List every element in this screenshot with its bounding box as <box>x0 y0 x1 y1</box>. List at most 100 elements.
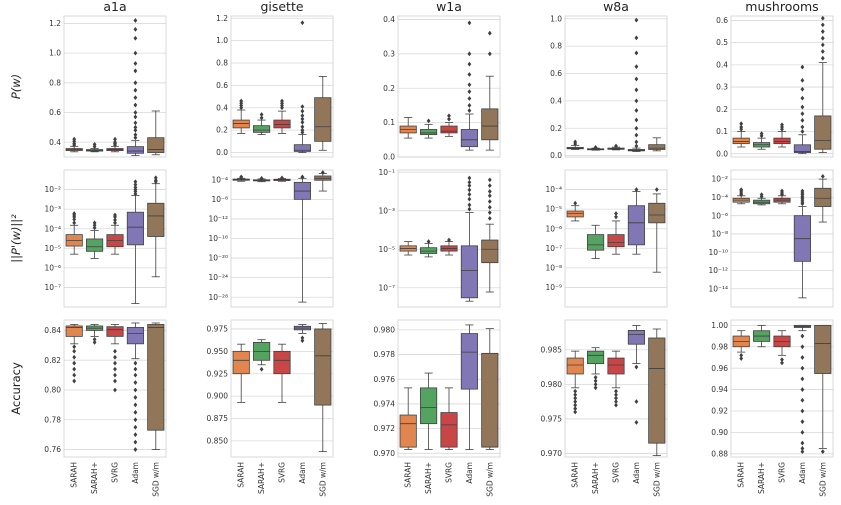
outlier-point <box>300 113 305 118</box>
box-svrg <box>273 98 291 134</box>
panel-w8a-row0: 0.0 0.2 0.4 0.6 0.8 1.0 <box>550 14 668 160</box>
y-tick-label: 10⁻⁷ <box>44 283 61 292</box>
box-body <box>106 326 124 337</box>
outlier-point <box>92 222 97 228</box>
box-body <box>627 205 645 246</box>
outlier-point <box>634 187 639 192</box>
outlier-point <box>614 395 618 401</box>
outlier-point <box>113 136 117 142</box>
box-body <box>648 337 666 444</box>
outlier-point <box>820 22 825 28</box>
outlier-point <box>133 26 138 32</box>
outlier-point <box>133 402 138 408</box>
outlier-point <box>467 179 472 185</box>
outlier-point <box>739 356 744 361</box>
y-tick-label: 0.6 <box>550 69 562 78</box>
outlier-point <box>820 449 825 455</box>
panel-w1a-row1: 10⁻⁷ 10⁻⁵ 10⁻³ 10⁻¹ <box>378 168 501 308</box>
y-tick-label: 0.0 <box>550 151 562 160</box>
box-adam <box>627 17 645 152</box>
outlier-point <box>113 212 117 218</box>
y-tick-label: 10⁻⁶ <box>44 263 61 272</box>
outlier-point <box>573 392 578 398</box>
box-sgd-w-m <box>648 137 666 152</box>
outlier-point <box>133 35 138 41</box>
category-label: Adam <box>632 462 641 484</box>
y-tick-label: 0.84 <box>44 326 61 335</box>
box-body <box>481 352 499 448</box>
box-svrg <box>440 387 458 450</box>
outlier-point <box>800 77 805 83</box>
panel-a1a-row0: 0.4 0.6 0.8 1.0 1.2 <box>49 15 167 158</box>
y-tick-label: 0.8 <box>550 42 562 51</box>
box-sarah- <box>420 118 438 139</box>
outlier-point <box>467 206 472 212</box>
box-svrg <box>440 237 458 256</box>
outlier-point <box>320 170 325 175</box>
outlier-point <box>593 145 598 150</box>
category-label: SVRG <box>778 462 787 483</box>
box-sgd-w-m <box>481 328 499 450</box>
y-tick-label: 0.76 <box>44 445 61 454</box>
outlier-point <box>573 139 578 145</box>
box-sgd-w-m <box>481 177 499 293</box>
box-sarah- <box>253 339 271 372</box>
outlier-point <box>800 111 805 117</box>
outlier-point <box>239 174 244 180</box>
box-body <box>607 234 625 248</box>
outlier-point <box>280 175 284 181</box>
outlier-point <box>634 50 639 56</box>
outlier-point <box>300 124 305 130</box>
box-body <box>566 357 584 375</box>
y-tick-label: 0.8 <box>49 78 61 87</box>
box-body <box>293 144 311 152</box>
box-sarah <box>399 387 417 450</box>
outlier-point <box>153 175 158 181</box>
box-sarah <box>566 200 584 222</box>
category-label: SARAH <box>737 462 746 488</box>
outlier-point <box>800 64 805 70</box>
y-tick-label: 0.0 <box>216 148 228 157</box>
box-sarah <box>232 98 250 134</box>
outlier-point <box>72 360 77 366</box>
outlier-point <box>800 188 805 194</box>
outlier-point <box>92 225 97 231</box>
panel-frame <box>564 319 668 458</box>
outlier-point <box>467 20 472 26</box>
row-label-0: P(w) <box>9 74 23 99</box>
row-label-2: Accuracy <box>9 362 23 415</box>
outlier-point <box>72 348 77 354</box>
outlier-point <box>780 188 784 194</box>
y-tick-label: 10⁻⁴ <box>44 224 61 233</box>
y-tick-label: 10⁻³ <box>44 205 61 214</box>
outlier-point <box>573 409 578 415</box>
outlier-point <box>92 220 97 226</box>
panel-frame <box>230 319 334 458</box>
outlier-point <box>614 214 618 220</box>
outlier-point <box>133 179 138 185</box>
y-tick-label: 10⁻¹² <box>208 215 228 224</box>
outlier-point <box>113 366 117 372</box>
y-tick-label: 10⁻¹² <box>708 266 728 275</box>
outlier-point <box>259 112 264 117</box>
box-sarah <box>65 211 83 255</box>
box-sarah <box>65 324 83 384</box>
outlier-point <box>800 95 805 101</box>
y-tick-label: 0.980 <box>541 380 563 389</box>
outlier-point <box>614 388 618 394</box>
outlier-point <box>447 113 451 119</box>
box-adam <box>460 175 478 302</box>
y-tick-label: 10⁻⁴ <box>711 193 728 202</box>
outlier-point <box>133 132 138 138</box>
y-tick-label: 10⁻⁵ <box>545 205 562 214</box>
y-tick-label: 0.92 <box>711 407 728 416</box>
box-body <box>460 245 478 299</box>
outlier-point <box>113 348 117 354</box>
outlier-point <box>593 378 598 384</box>
box-sgd-w-m <box>814 324 832 455</box>
y-tick-label: 0.974 <box>374 400 396 409</box>
column-title-w1a: w1a <box>436 0 462 14</box>
y-tick-label: 10⁻⁸ <box>545 263 562 272</box>
box-body <box>126 327 144 345</box>
box-body <box>232 350 250 375</box>
